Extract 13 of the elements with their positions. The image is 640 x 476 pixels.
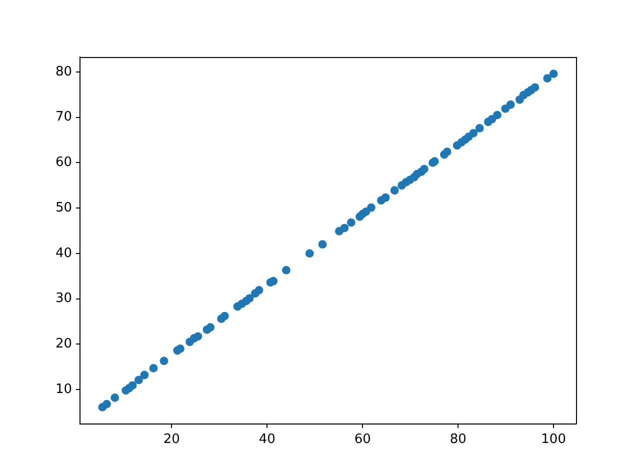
y-tick-label: 70 — [55, 110, 72, 125]
x-tick-label: 80 — [450, 432, 466, 448]
y-tick-label: 10 — [55, 382, 72, 397]
y-tick-label: 30 — [55, 291, 72, 306]
y-tick-label: 60 — [55, 155, 72, 170]
x-tick-label: 100 — [541, 432, 566, 448]
y-tick-label: 80 — [55, 64, 72, 80]
y-tick-label: 40 — [55, 246, 72, 261]
y-tick-label: 50 — [55, 200, 72, 216]
x-tick-label: 20 — [163, 432, 180, 448]
x-tick-label: 40 — [258, 432, 276, 448]
y-tick-label: 20 — [55, 336, 72, 352]
x-tick-label: 60 — [354, 432, 371, 448]
